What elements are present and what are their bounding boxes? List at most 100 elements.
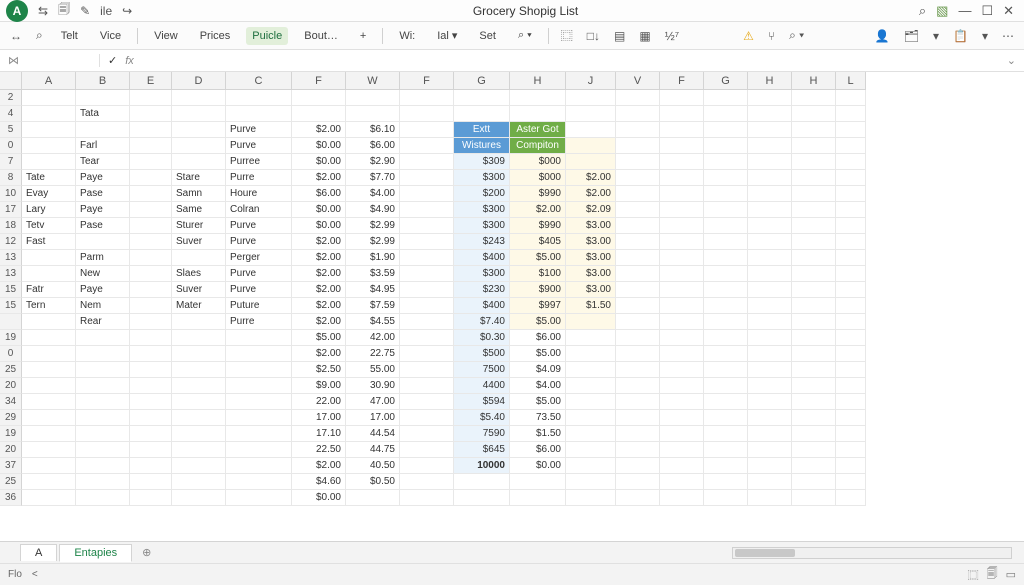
row-header[interactable]: 17 bbox=[0, 202, 22, 218]
qat-icon[interactable]: ⇆ bbox=[38, 4, 48, 18]
cell[interactable] bbox=[76, 410, 130, 426]
cell[interactable] bbox=[22, 410, 76, 426]
cell[interactable] bbox=[566, 442, 616, 458]
cell[interactable] bbox=[660, 474, 704, 490]
cell[interactable] bbox=[130, 442, 172, 458]
cell[interactable] bbox=[566, 362, 616, 378]
cell[interactable] bbox=[226, 330, 292, 346]
cell[interactable] bbox=[660, 250, 704, 266]
cell[interactable]: 7590 bbox=[454, 426, 510, 442]
cell[interactable] bbox=[616, 234, 660, 250]
cell[interactable] bbox=[792, 154, 836, 170]
column-header[interactable]: E bbox=[130, 72, 172, 90]
cell[interactable] bbox=[704, 282, 748, 298]
add-sheet-button[interactable]: ⊕ bbox=[134, 544, 159, 561]
cell[interactable] bbox=[400, 218, 454, 234]
cell[interactable] bbox=[836, 426, 866, 442]
cell[interactable] bbox=[130, 378, 172, 394]
cell[interactable]: $4.90 bbox=[346, 202, 400, 218]
cell[interactable] bbox=[748, 234, 792, 250]
cell[interactable] bbox=[748, 202, 792, 218]
cell[interactable] bbox=[400, 378, 454, 394]
ribbon-tab-view[interactable]: View bbox=[148, 27, 184, 45]
cell[interactable] bbox=[454, 90, 510, 106]
cell[interactable]: Farl bbox=[76, 138, 130, 154]
ribbon-tab[interactable]: Bout… bbox=[298, 27, 344, 45]
cell[interactable] bbox=[400, 346, 454, 362]
cell[interactable] bbox=[130, 202, 172, 218]
row-header[interactable]: 8 bbox=[0, 170, 22, 186]
cell[interactable] bbox=[704, 154, 748, 170]
row-header[interactable]: 20 bbox=[0, 442, 22, 458]
cell[interactable]: $2.00 bbox=[292, 250, 346, 266]
cell[interactable]: $400 bbox=[454, 250, 510, 266]
cell[interactable] bbox=[792, 474, 836, 490]
cell[interactable] bbox=[616, 282, 660, 298]
cell[interactable] bbox=[616, 90, 660, 106]
cell[interactable]: Lary bbox=[22, 202, 76, 218]
cell[interactable] bbox=[704, 106, 748, 122]
cell[interactable] bbox=[660, 218, 704, 234]
cell[interactable] bbox=[748, 458, 792, 474]
cell[interactable] bbox=[792, 90, 836, 106]
cell[interactable] bbox=[748, 346, 792, 362]
cell[interactable]: $4.00 bbox=[346, 186, 400, 202]
cell[interactable] bbox=[748, 90, 792, 106]
cell[interactable] bbox=[836, 330, 866, 346]
cell[interactable] bbox=[566, 474, 616, 490]
qat-icon[interactable]: 🗐 bbox=[58, 0, 70, 21]
cell[interactable] bbox=[836, 474, 866, 490]
cell[interactable]: $7.70 bbox=[346, 170, 400, 186]
cell[interactable] bbox=[616, 138, 660, 154]
cell[interactable] bbox=[748, 490, 792, 506]
cell[interactable]: $0.00 bbox=[292, 202, 346, 218]
cell[interactable] bbox=[76, 458, 130, 474]
column-header[interactable]: V bbox=[616, 72, 660, 90]
row-header[interactable]: 0 bbox=[0, 346, 22, 362]
cell[interactable]: Aster Got bbox=[510, 122, 566, 138]
cell[interactable] bbox=[748, 378, 792, 394]
cell[interactable] bbox=[22, 442, 76, 458]
cell[interactable]: Fatr bbox=[22, 282, 76, 298]
cell[interactable] bbox=[836, 170, 866, 186]
chevron-down-icon[interactable]: ▾ bbox=[931, 29, 941, 43]
cell[interactable] bbox=[660, 202, 704, 218]
cell[interactable]: $000 bbox=[510, 154, 566, 170]
cell[interactable] bbox=[566, 90, 616, 106]
cell[interactable] bbox=[172, 474, 226, 490]
cell[interactable] bbox=[130, 490, 172, 506]
cell[interactable] bbox=[172, 154, 226, 170]
cell[interactable] bbox=[566, 314, 616, 330]
cell[interactable]: $2.99 bbox=[346, 218, 400, 234]
cell[interactable]: $5.00 bbox=[510, 394, 566, 410]
cell[interactable] bbox=[172, 138, 226, 154]
row-header[interactable]: 29 bbox=[0, 410, 22, 426]
cell[interactable]: Extt bbox=[454, 122, 510, 138]
cell[interactable] bbox=[226, 410, 292, 426]
cell[interactable]: $300 bbox=[454, 202, 510, 218]
cell[interactable] bbox=[792, 346, 836, 362]
cell[interactable] bbox=[22, 394, 76, 410]
cell[interactable]: $300 bbox=[454, 266, 510, 282]
cell[interactable]: $1.50 bbox=[510, 426, 566, 442]
cell[interactable] bbox=[792, 218, 836, 234]
cell[interactable]: $5.00 bbox=[510, 250, 566, 266]
cell[interactable] bbox=[836, 282, 866, 298]
cell[interactable] bbox=[792, 426, 836, 442]
cell[interactable] bbox=[76, 442, 130, 458]
cell[interactable] bbox=[748, 426, 792, 442]
cell[interactable] bbox=[130, 474, 172, 490]
cell[interactable]: Puture bbox=[226, 298, 292, 314]
row-header[interactable]: 15 bbox=[0, 298, 22, 314]
cell[interactable] bbox=[22, 90, 76, 106]
row-header[interactable]: 0 bbox=[0, 138, 22, 154]
view-icon[interactable]: ⿴ bbox=[968, 567, 979, 583]
cell[interactable] bbox=[616, 106, 660, 122]
cell[interactable]: $900 bbox=[510, 282, 566, 298]
cell[interactable] bbox=[836, 234, 866, 250]
cell[interactable]: $2.00 bbox=[292, 170, 346, 186]
cell[interactable] bbox=[400, 314, 454, 330]
cell[interactable] bbox=[172, 314, 226, 330]
row-header[interactable]: 37 bbox=[0, 458, 22, 474]
cell[interactable] bbox=[400, 122, 454, 138]
